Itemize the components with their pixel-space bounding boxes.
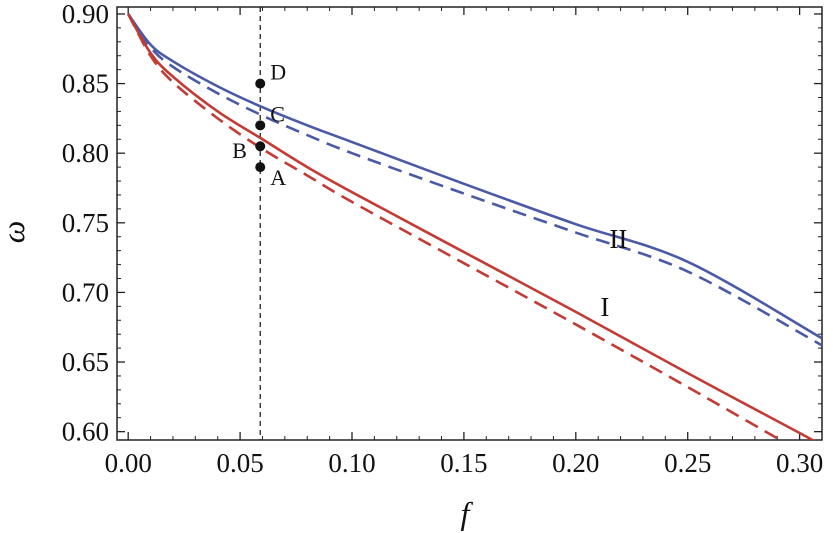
x-tick-label: 0.10 bbox=[328, 448, 375, 478]
point-b bbox=[255, 141, 266, 152]
series-dashed-1 bbox=[127, 13, 822, 347]
point-label-a: A bbox=[270, 165, 286, 190]
curve-label-ii: II bbox=[609, 224, 627, 254]
y-tick-label: 0.75 bbox=[62, 208, 109, 238]
x-tick-label: 0.25 bbox=[664, 448, 711, 478]
point-d bbox=[255, 78, 266, 89]
y-tick-label: 0.90 bbox=[62, 0, 109, 29]
x-tick-label: 0.30 bbox=[776, 448, 823, 478]
y-tick-label: 0.65 bbox=[62, 347, 109, 377]
y-tick-label: 0.60 bbox=[62, 417, 109, 447]
series-solid-0 bbox=[127, 13, 822, 340]
x-tick-label: 0.15 bbox=[440, 448, 487, 478]
series-dashed-3 bbox=[127, 13, 783, 440]
series-solid-2 bbox=[127, 13, 816, 440]
x-axis-title: f bbox=[461, 495, 474, 531]
y-axis-title: ω bbox=[0, 221, 31, 244]
plot-frame bbox=[116, 6, 823, 441]
axis-ticks: 0.00 0.05 0.10 0.15 0.20 0.25 0.30 0.60 0.65 0.70… bbox=[62, 0, 823, 478]
curve-label-i: I bbox=[600, 292, 609, 322]
curve-labels: III bbox=[600, 224, 627, 322]
point-label-d: D bbox=[270, 60, 286, 85]
point-label-b: B bbox=[232, 138, 247, 163]
y-tick-label: 0.70 bbox=[62, 277, 109, 307]
x-tick-label: 0.00 bbox=[105, 448, 152, 478]
y-tick-label: 0.80 bbox=[62, 138, 109, 168]
series-group bbox=[127, 13, 822, 440]
point-c bbox=[255, 120, 266, 131]
y-tick-label: 0.85 bbox=[62, 69, 109, 99]
x-tick-label: 0.05 bbox=[216, 448, 263, 478]
x-tick-label: 0.20 bbox=[552, 448, 599, 478]
point-label-c: C bbox=[270, 101, 285, 126]
point-a bbox=[255, 162, 266, 173]
